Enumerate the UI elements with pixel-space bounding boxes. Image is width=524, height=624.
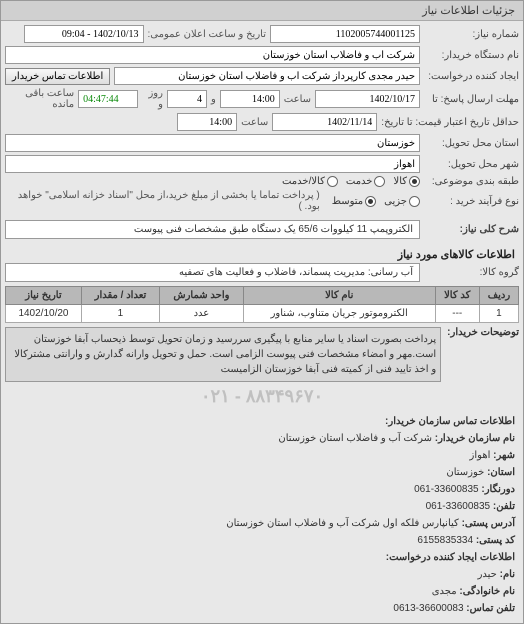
category-label: طبقه بندی موضوعی:: [424, 176, 519, 187]
category-radio-group: کالا خدمت کالا/خدمت: [282, 176, 420, 187]
deadline-date-input[interactable]: [315, 90, 420, 108]
items-table: ردیف کد کالا نام کالا واحد شمارش تعداد /…: [5, 286, 519, 323]
th-name: نام کالا: [243, 287, 435, 305]
details-panel: جزئیات اطلاعات نیاز شماره نیاز: تاریخ و …: [0, 0, 524, 624]
public-datetime-input[interactable]: [24, 25, 144, 43]
public-datetime-label: تاریخ و ساعت اعلان عمومی:: [148, 29, 267, 40]
th-row: ردیف: [479, 287, 518, 305]
table-row[interactable]: 1 --- الکتروموتور جریان متناوب، شناور عد…: [6, 305, 519, 323]
process-radio-group: جزیی متوسط: [332, 196, 420, 207]
th-date: تاریخ نیاز: [6, 287, 82, 305]
days-input[interactable]: [167, 90, 207, 108]
deadline-hour-input[interactable]: [220, 90, 280, 108]
buyer-input[interactable]: [5, 46, 420, 64]
deadline-hour-label: ساعت: [284, 94, 311, 105]
group-label: گروه کالا:: [424, 267, 519, 278]
days-suffix: روز و: [142, 88, 163, 110]
th-qty: تعداد / مقدار: [81, 287, 159, 305]
buyer-contact-button[interactable]: اطلاعات تماس خریدار: [5, 68, 110, 85]
radio-minor[interactable]: [409, 196, 420, 207]
radio-service[interactable]: [374, 176, 385, 187]
province-input[interactable]: [5, 134, 420, 152]
th-code: کد کالا: [435, 287, 479, 305]
group-text: آب رسانی: مدیریت پسماند، فاضلاب و فعالیت…: [5, 263, 420, 282]
notes-label: توضیحات خریدار:: [447, 327, 519, 382]
days-prefix: و: [211, 94, 216, 105]
valid-date-input[interactable]: [272, 113, 377, 131]
buyer-label: نام دستگاه خریدار:: [424, 50, 519, 61]
process-note: ( پرداخت تماما یا بخشی از مبلغ خرید،از م…: [5, 190, 320, 212]
contact-block: اطلاعات تماس سازمان خریدار: نام سازمان خ…: [5, 411, 519, 619]
notes-text: پرداخت بصورت اسناد یا سایر منابع با پیگی…: [5, 327, 441, 382]
deadline-label: مهلت ارسال پاسخ: تا: [424, 94, 519, 105]
valid-hour-input[interactable]: [177, 113, 237, 131]
city-label: شهر محل تحویل:: [424, 159, 519, 170]
creator-title: اطلاعات ایجاد کننده درخواست:: [9, 549, 515, 566]
need-no-input[interactable]: [270, 25, 420, 43]
need-title-label: شرح کلی نیاز:: [424, 224, 519, 235]
city-input[interactable]: [5, 155, 420, 173]
remaining-suffix: ساعت باقی مانده: [5, 88, 74, 110]
contact-title: اطلاعات تماس سازمان خریدار:: [9, 413, 515, 430]
valid-hour-label: ساعت: [241, 117, 268, 128]
process-label: نوع فرآیند خرید :: [424, 196, 519, 207]
province-label: استان محل تحویل:: [424, 138, 519, 149]
requester-input[interactable]: [114, 67, 420, 85]
radio-medium[interactable]: [365, 196, 376, 207]
th-unit: واحد شمارش: [159, 287, 243, 305]
panel-title: جزئیات اطلاعات نیاز: [1, 1, 523, 21]
valid-label: حداقل تاریخ اعتبار قیمت: تا تاریخ:: [381, 117, 519, 128]
remaining-time-input[interactable]: [78, 90, 138, 108]
watermark-phone: ۸۸۳۴۹۶۷۰ - ۰۲۱: [5, 382, 519, 411]
need-title-text: الکتروپمپ 11 کیلووات 65/6 یک دستگاه طبق …: [5, 220, 420, 239]
need-no-label: شماره نیاز:: [424, 29, 519, 40]
requester-label: ایجاد کننده درخواست:: [424, 71, 519, 82]
radio-goods[interactable]: [409, 176, 420, 187]
goods-info-title: اطلاعات کالاهای مورد نیاز: [5, 242, 519, 263]
radio-both[interactable]: [327, 176, 338, 187]
